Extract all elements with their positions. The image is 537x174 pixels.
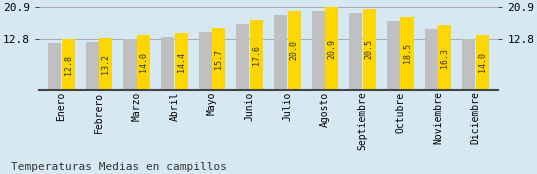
Text: 20.0: 20.0	[289, 41, 299, 60]
Text: 12.8: 12.8	[64, 55, 72, 75]
Bar	[363, 9, 376, 90]
Bar	[349, 13, 362, 90]
Bar	[124, 39, 136, 90]
Bar	[274, 15, 287, 90]
Bar	[387, 21, 400, 90]
Bar	[212, 28, 226, 90]
Bar	[401, 17, 413, 90]
Text: 17.6: 17.6	[252, 45, 261, 65]
Bar	[62, 39, 75, 90]
Bar	[161, 37, 174, 90]
Bar	[438, 25, 451, 90]
Text: 14.4: 14.4	[177, 52, 186, 72]
Bar	[236, 24, 250, 90]
Bar	[311, 11, 325, 90]
Text: 20.5: 20.5	[365, 39, 374, 60]
Bar	[462, 39, 475, 90]
Bar	[199, 32, 212, 90]
Bar	[99, 38, 112, 90]
Text: 13.2: 13.2	[101, 54, 110, 74]
Bar	[287, 11, 301, 90]
Text: 16.3: 16.3	[440, 48, 449, 68]
Bar	[86, 42, 99, 90]
Text: 14.0: 14.0	[478, 52, 487, 72]
Text: 15.7: 15.7	[214, 49, 223, 69]
Bar	[425, 29, 438, 90]
Bar	[175, 33, 188, 90]
Bar	[476, 35, 489, 90]
Bar	[137, 35, 150, 90]
Text: 18.5: 18.5	[403, 44, 411, 64]
Text: Temperaturas Medias en campillos: Temperaturas Medias en campillos	[11, 162, 227, 172]
Text: 20.9: 20.9	[327, 39, 336, 59]
Bar	[48, 43, 61, 90]
Bar	[250, 20, 263, 90]
Bar	[325, 7, 338, 90]
Text: 14.0: 14.0	[139, 52, 148, 72]
